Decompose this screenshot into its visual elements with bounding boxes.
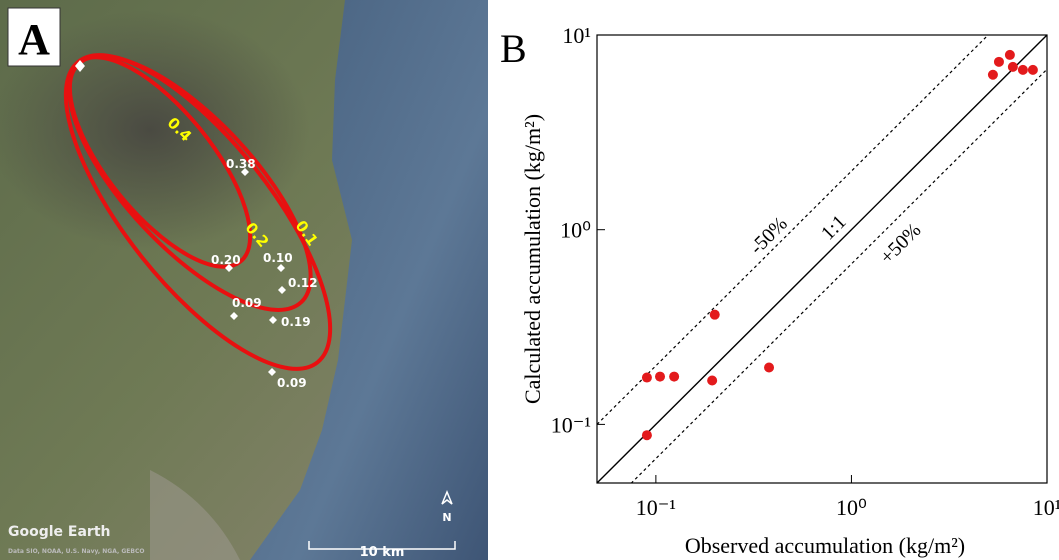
- y-tick-label: 10⁰: [560, 218, 591, 243]
- y-tick-label: 10¹: [562, 23, 591, 48]
- point: [641, 372, 652, 383]
- x-axis-label: Observed accumulation (kg/m²): [685, 533, 965, 558]
- north-label: N: [442, 511, 451, 524]
- plot-frame: [596, 34, 1048, 484]
- point: [669, 371, 680, 382]
- y-axis-label: Calculated accumulation (kg/m²): [520, 114, 545, 404]
- reference-line: [597, 35, 1047, 483]
- sample-label: 0.09: [277, 376, 307, 390]
- reference-line: [597, 35, 989, 425]
- sample-points: [225, 168, 286, 376]
- point: [987, 69, 998, 80]
- panel-label-box: [7, 7, 61, 67]
- point: [993, 56, 1004, 67]
- sample-label: 0.12: [288, 276, 318, 290]
- reference-label: -50%: [746, 213, 792, 259]
- sample: [230, 312, 238, 320]
- reference-label: +50%: [876, 219, 925, 268]
- point: [641, 430, 652, 441]
- sample: [268, 368, 276, 376]
- y-tick-label: 10⁻¹: [551, 412, 591, 437]
- x-tick-label: 10¹: [1033, 495, 1059, 520]
- point: [1004, 49, 1015, 60]
- sample-label: 0.09: [232, 296, 262, 310]
- sample: [269, 316, 277, 324]
- panel-label: A: [18, 15, 50, 64]
- point: [707, 375, 718, 386]
- sample: [278, 286, 286, 294]
- point: [764, 362, 775, 373]
- point: [709, 309, 720, 320]
- reference-line: [630, 68, 1047, 483]
- sample: [225, 264, 233, 272]
- sea: [250, 0, 488, 560]
- plot-area: [597, 35, 1047, 483]
- scale-label: 10 km: [360, 545, 405, 560]
- sample-label: 0.38: [226, 157, 256, 171]
- sample: [277, 264, 285, 272]
- volcano: [0, 10, 310, 250]
- sample-label: 0.19: [281, 315, 311, 329]
- point: [1007, 61, 1018, 72]
- sample: [241, 168, 249, 176]
- sample-label: 0.10: [263, 251, 293, 265]
- reference-label: 1:1: [817, 211, 851, 245]
- sample-labels: 0.38 0.20 0.10 0.12 0.09 0.19 0.09: [211, 157, 318, 390]
- credit: Data SIO, NOAA, U.S. Navy, NGA, GEBCO: [8, 548, 144, 555]
- scale-bar: [308, 541, 456, 550]
- map-panel: 0.4 0.2 0.1 0.38 0.20 0.10 0.12 0.09 0.1…: [0, 0, 488, 560]
- city: [150, 470, 240, 560]
- x-tick-label: 10⁻¹: [636, 495, 676, 520]
- point: [655, 371, 666, 382]
- sample-label: 0.20: [211, 253, 241, 267]
- vent: [75, 60, 85, 72]
- watermark: Google Earth: [8, 524, 111, 540]
- chart-panel: B Observed accumulation (kg/m²) Calculat…: [500, 23, 1059, 558]
- point: [1017, 64, 1028, 75]
- north-arrow: [441, 490, 453, 505]
- panel-label: B: [500, 26, 527, 71]
- point: [1027, 64, 1038, 75]
- x-tick-label: 10⁰: [836, 495, 867, 520]
